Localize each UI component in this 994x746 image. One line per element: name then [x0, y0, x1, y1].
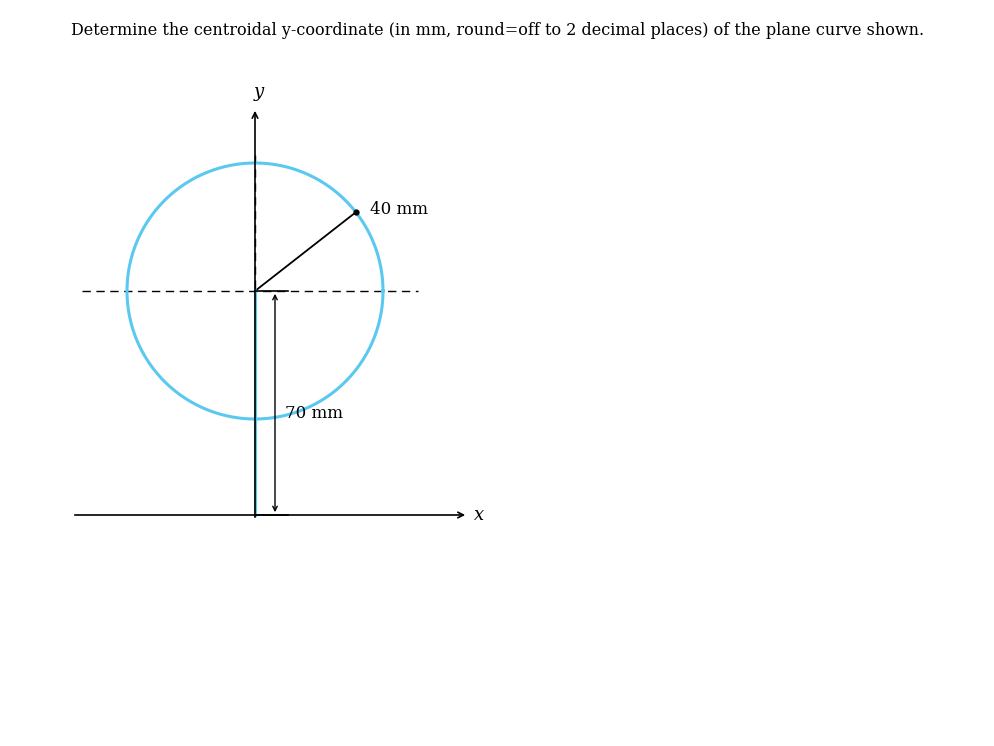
Text: Determine the centroidal y-coordinate (in mm, round=off to 2 decimal places) of : Determine the centroidal y-coordinate (i… — [71, 22, 923, 39]
Text: 40 mm: 40 mm — [370, 201, 427, 218]
Text: x: x — [473, 506, 484, 524]
Text: 70 mm: 70 mm — [284, 404, 343, 421]
Text: y: y — [253, 83, 263, 101]
